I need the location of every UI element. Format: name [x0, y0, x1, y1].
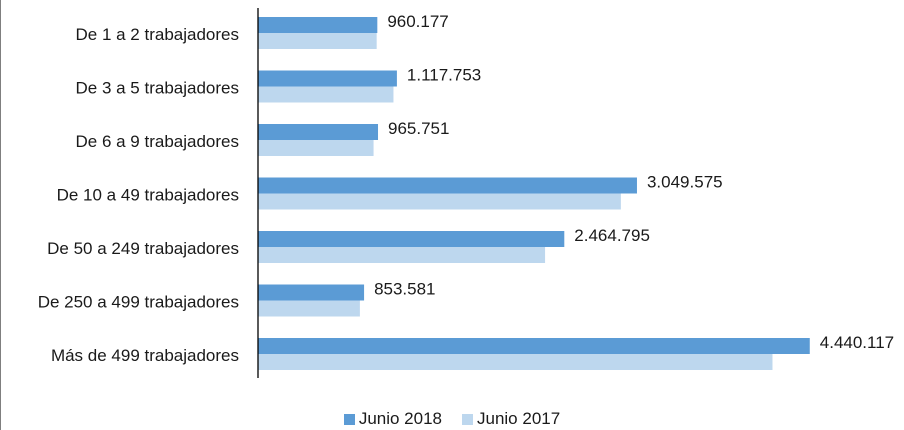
bar-junio-2017 — [258, 86, 394, 103]
data-label: 3.049.575 — [647, 173, 723, 192]
legend-label: Junio 2017 — [477, 409, 561, 428]
bar-junio-2017 — [258, 33, 377, 49]
data-label: 1.117.753 — [407, 66, 481, 85]
bar-junio-2017 — [258, 300, 360, 317]
bar-junio-2018 — [258, 231, 565, 247]
y-tick-label: De 3 a 5 trabajadores — [76, 79, 240, 98]
legend-swatch — [343, 413, 355, 425]
bar-chart: De 1 a 2 trabajadores 960.177 De 3 a 5 tra… — [38, 8, 894, 378]
bar-junio-2017 — [258, 193, 621, 210]
y-tick-label: De 250 a 499 trabajadores — [38, 293, 239, 312]
bar-junio-2017 — [258, 354, 773, 370]
bar-junio-2018 — [258, 284, 365, 301]
data-label: 960.177 — [387, 12, 448, 31]
y-tick-label: De 1 a 2 trabajadores — [76, 25, 240, 44]
bar-junio-2018 — [258, 338, 810, 354]
data-label: 2.464.795 — [574, 226, 650, 245]
bar-junio-2018 — [258, 17, 378, 33]
bar-junio-2018 — [258, 124, 379, 140]
y-tick-label: De 50 a 249 trabajadores — [47, 239, 239, 258]
legend-item-series-0: Junio 2018 — [343, 409, 442, 429]
legend-item-series-1: Junio 2017 — [462, 409, 560, 429]
y-tick-label: Más de 499 trabajadores — [51, 346, 239, 365]
data-label: 965.751 — [388, 119, 449, 138]
legend-swatch — [462, 413, 473, 425]
legend: Junio 2018 Junio 2017 — [0, 409, 904, 429]
bar-junio-2018 — [258, 70, 397, 87]
bar-junio-2018 — [258, 177, 637, 194]
y-tick-label: De 6 a 9 trabajadores — [76, 132, 240, 151]
bar-junio-2017 — [258, 140, 374, 156]
legend-label: Junio 2018 — [358, 409, 442, 428]
bar-junio-2017 — [258, 247, 546, 263]
data-label: 853.581 — [374, 280, 435, 299]
y-tick-label: De 10 a 49 trabajadores — [57, 186, 239, 205]
data-label: 4.440.117 — [820, 333, 894, 352]
